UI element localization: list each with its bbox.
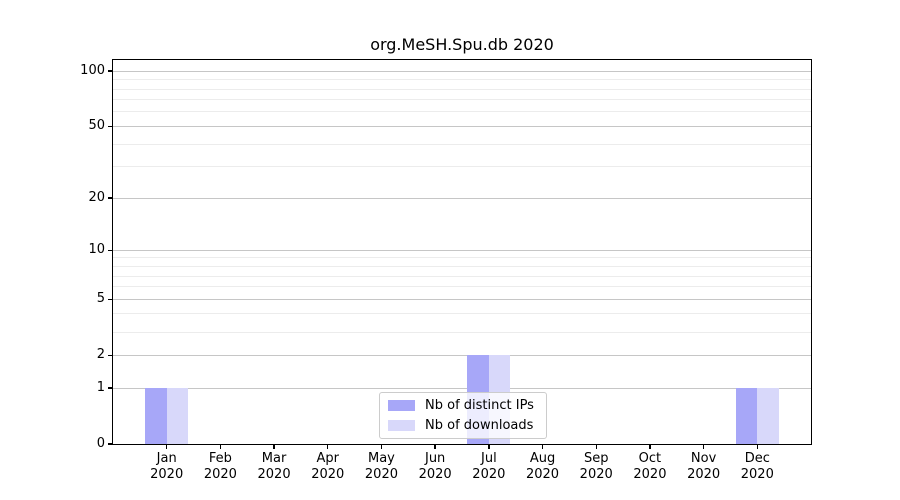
chart-title: org.MeSH.Spu.db 2020 <box>370 35 554 54</box>
x-tick-label: Jan 2020 <box>137 451 197 483</box>
legend-swatch-distinct-ips <box>388 400 415 411</box>
x-tick-label: Feb 2020 <box>190 451 250 483</box>
y-tick-mark <box>108 354 113 356</box>
x-tick-mark <box>434 444 436 449</box>
x-tick-year: 2020 <box>740 467 774 482</box>
x-tick-mark <box>273 444 275 449</box>
x-tick-month: Apr <box>316 451 340 466</box>
minor-gridline <box>113 266 811 267</box>
x-tick-month: Aug <box>529 451 556 466</box>
x-tick-month: Feb <box>208 451 232 466</box>
legend-item-downloads: Nb of downloads <box>388 418 538 434</box>
major-gridline <box>113 249 811 251</box>
bar-nb-of-distinct-ips-jan <box>145 388 167 444</box>
minor-gridline <box>113 275 811 277</box>
x-tick-month: Jun <box>424 451 446 466</box>
minor-gridline <box>113 313 811 315</box>
x-tick-mark <box>756 444 758 449</box>
x-tick-mark <box>219 444 222 449</box>
x-tick-year: 2020 <box>150 467 184 482</box>
x-tick-mark <box>649 444 651 449</box>
x-tick-month: Dec <box>744 451 770 466</box>
major-gridline <box>113 125 811 127</box>
y-tick-label: 50 <box>88 118 105 134</box>
x-tick-year: 2020 <box>418 467 452 482</box>
minor-gridline <box>113 286 811 288</box>
x-tick-year: 2020 <box>687 467 721 482</box>
minor-gridline <box>113 143 811 145</box>
y-tick-label: 1 <box>96 380 105 395</box>
major-gridline <box>113 298 811 300</box>
y-tick-label: 2 <box>96 347 105 363</box>
x-tick-year: 2020 <box>525 467 560 482</box>
x-tick-mark <box>595 444 597 449</box>
x-tick-label: Mar 2020 <box>244 451 304 483</box>
y-tick-label: 0 <box>96 436 105 451</box>
minor-gridline <box>113 166 811 168</box>
x-tick-label: Oct 2020 <box>620 451 680 483</box>
minor-gridline <box>113 331 811 333</box>
x-tick-month: Jan <box>156 451 177 466</box>
y-tick-label: 20 <box>88 190 105 206</box>
x-tick-year: 2020 <box>311 467 345 482</box>
y-tick-mark <box>108 125 113 128</box>
x-tick-year: 2020 <box>364 467 398 482</box>
major-gridline <box>113 387 811 389</box>
minor-gridline <box>113 88 811 90</box>
x-tick-month: Oct <box>638 451 662 466</box>
y-tick-mark <box>108 249 113 251</box>
x-tick-label: Apr 2020 <box>298 451 358 483</box>
legend-label-downloads: Nb of downloads <box>425 417 534 433</box>
x-tick-month: May <box>368 451 395 466</box>
legend-swatch-downloads <box>388 420 415 431</box>
y-tick-mark <box>108 443 113 445</box>
legend-item-distinct-ips: Nb of distinct IPs <box>388 398 538 414</box>
x-tick-label: Aug 2020 <box>513 451 573 483</box>
plot-area <box>112 59 812 445</box>
legend-label-distinct-ips: Nb of distinct IPs <box>425 397 534 413</box>
x-tick-label: Nov 2020 <box>674 451 734 483</box>
x-tick-month: Nov <box>690 451 717 466</box>
x-tick-label: May 2020 <box>351 451 411 483</box>
x-tick-year: 2020 <box>579 467 613 482</box>
x-tick-year: 2020 <box>203 467 237 482</box>
y-tick-label: 10 <box>88 242 105 258</box>
x-tick-month: Mar <box>261 451 287 466</box>
minor-gridline <box>113 257 811 259</box>
y-tick-label: 5 <box>96 291 105 307</box>
x-tick-label: Jul 2020 <box>459 451 519 483</box>
y-tick-mark <box>108 197 113 199</box>
x-tick-mark <box>541 444 544 449</box>
x-tick-label: Dec 2020 <box>727 451 787 483</box>
x-tick-mark <box>327 444 329 449</box>
major-gridline <box>113 70 811 72</box>
legend: Nb of distinct IPs Nb of downloads <box>379 392 547 439</box>
x-tick-mark <box>488 444 490 449</box>
x-tick-label: Jun 2020 <box>405 451 465 483</box>
minor-gridline <box>113 111 811 113</box>
major-gridline <box>113 197 811 199</box>
x-tick-mark <box>380 444 383 449</box>
x-tick-label: Sep 2020 <box>566 451 626 483</box>
x-tick-year: 2020 <box>633 467 667 482</box>
y-tick-label: 100 <box>80 63 105 79</box>
x-tick-mark <box>165 444 168 449</box>
x-tick-month: Sep <box>583 451 609 466</box>
bar-nb-of-distinct-ips-dec <box>735 388 758 444</box>
x-tick-mark <box>702 444 705 449</box>
minor-gridline <box>113 79 811 81</box>
y-tick-mark <box>108 298 113 300</box>
x-tick-year: 2020 <box>472 467 506 482</box>
x-tick-month: Jul <box>481 451 497 466</box>
bar-nb-of-downloads-jan <box>166 388 189 444</box>
y-tick-mark <box>108 387 113 389</box>
bar-nb-of-downloads-dec <box>757 388 779 444</box>
major-gridline <box>113 354 811 356</box>
x-tick-year: 2020 <box>257 467 291 482</box>
minor-gridline <box>113 99 811 101</box>
y-tick-mark <box>108 70 113 72</box>
